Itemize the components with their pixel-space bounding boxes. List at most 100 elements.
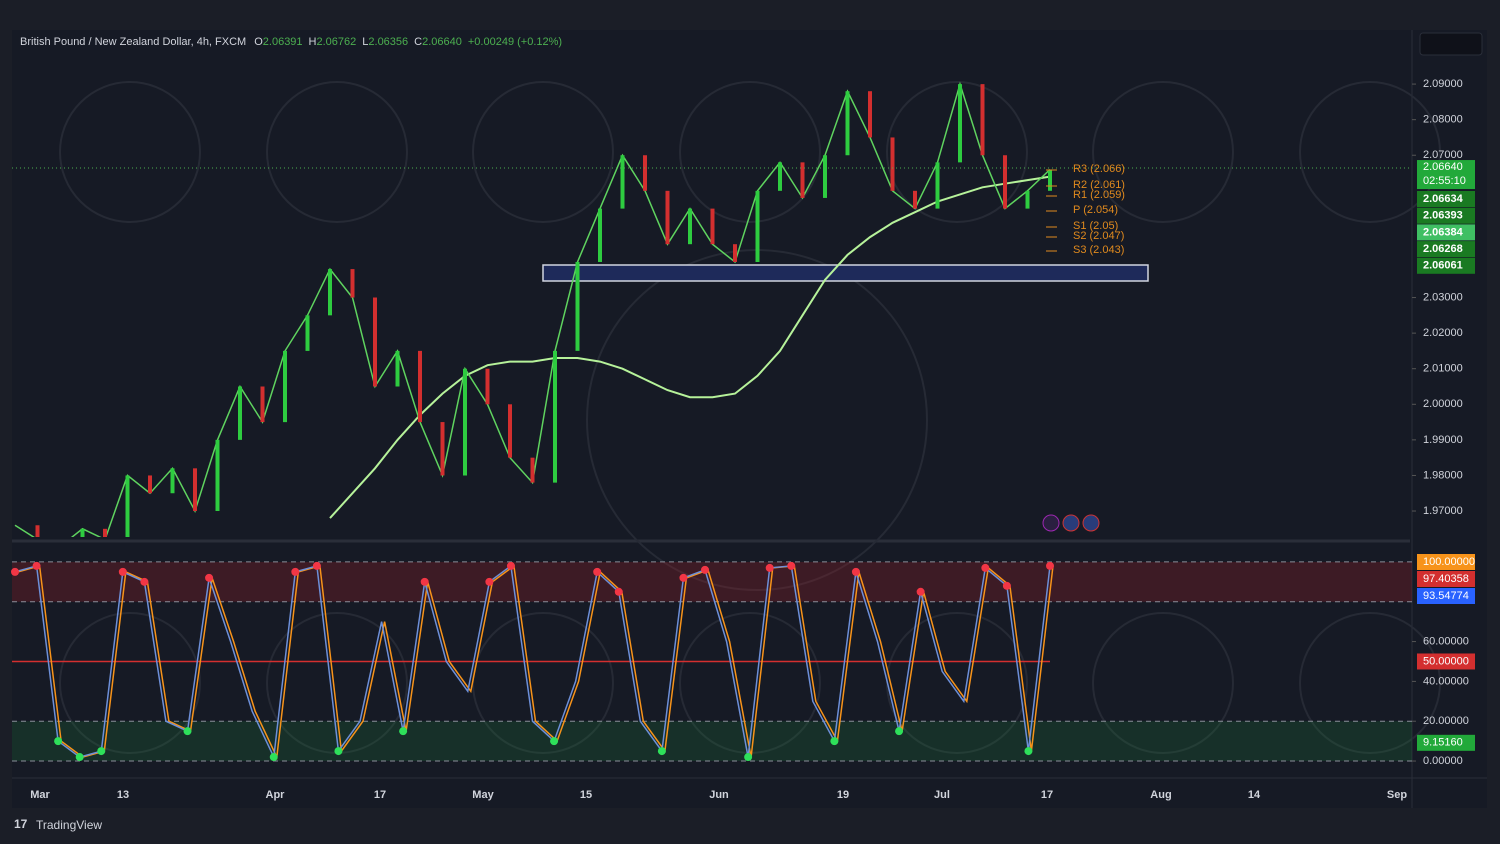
overbought-dot	[485, 577, 494, 586]
change: +0.00249 (+0.12%)	[468, 36, 562, 48]
price-badge-label: 2.06268	[1423, 243, 1463, 255]
time-label: 17	[374, 789, 386, 801]
oversold-band	[12, 721, 1412, 762]
header: British Pound / New Zealand Dollar, 4h, …	[20, 36, 562, 48]
osc-badge-label: 93.54774	[1423, 590, 1469, 602]
price-badge	[1417, 224, 1475, 241]
overbought-dot	[312, 561, 321, 570]
oversold-dot	[744, 753, 753, 762]
footer-brand: TradingView	[36, 818, 102, 832]
osc-last-label: 9.15160	[1423, 737, 1463, 749]
price-badge	[1417, 191, 1475, 207]
pivot-label: S1 (2.05)	[1073, 220, 1118, 232]
pivot-label: S3 (2.043)	[1073, 244, 1124, 256]
overbought-dot	[11, 567, 19, 576]
time-label: Jun	[709, 789, 729, 801]
time-label: Sep	[1387, 789, 1407, 801]
ohlc-label: L	[362, 36, 368, 48]
last-price-label: 2.06640	[1423, 161, 1463, 173]
overbought-dot	[614, 587, 623, 596]
osc-tick-label: 0.00000	[1423, 755, 1463, 767]
chart-area	[12, 30, 1487, 808]
oversold-dot	[97, 747, 106, 756]
price-tick-label: 1.98000	[1423, 469, 1463, 481]
price-tick-label: 1.99000	[1423, 434, 1463, 446]
mid-level-label: 50.00000	[1423, 655, 1469, 667]
price-tick-label: 2.07000	[1423, 149, 1463, 161]
overbought-dot	[593, 567, 602, 576]
overbought-dot	[118, 567, 127, 576]
overbought-dot	[1002, 581, 1011, 590]
time-label: Jul	[934, 789, 950, 801]
price-tick-label: 2.09000	[1423, 78, 1463, 90]
oversold-dot	[334, 747, 343, 756]
time-label: 15	[580, 789, 592, 801]
time-label: Mar	[30, 789, 50, 801]
oversold-dot	[657, 747, 666, 756]
price-badge	[1417, 241, 1475, 258]
osc-badge	[1417, 588, 1475, 604]
osc-tick-label: 60.00000	[1423, 635, 1469, 647]
oversold-dot	[54, 737, 63, 746]
time-label: 19	[837, 789, 849, 801]
osc-badge	[1417, 571, 1475, 587]
time-label: Apr	[266, 789, 286, 801]
osc-last-badge	[1417, 734, 1475, 751]
zone-box	[542, 264, 1149, 282]
price-tick-label: 2.03000	[1423, 291, 1463, 303]
overbought-dot	[916, 587, 925, 596]
overbought-dot	[1046, 561, 1054, 570]
oversold-dot	[1024, 747, 1033, 756]
time-label: 17	[1041, 789, 1053, 801]
price-badge-label: 2.06061	[1423, 260, 1463, 272]
osc-tick-label: 20.00000	[1423, 715, 1469, 727]
osc-badge-label: 97.40358	[1423, 573, 1469, 585]
price-tick-label: 2.02000	[1423, 327, 1463, 339]
ohlc-value: 2.06640	[422, 36, 462, 48]
pivot-label: R1 (2.059)	[1073, 189, 1125, 201]
price-badge-label: 2.06384	[1423, 226, 1464, 238]
ohlc-label: O	[254, 36, 263, 48]
price-line	[14, 81, 1051, 537]
price-badge-label: 2.06393	[1423, 210, 1463, 222]
ohlc-value: 2.06762	[317, 36, 357, 48]
ohlc-value: 2.06391	[263, 36, 303, 48]
overbought-dot	[140, 577, 149, 586]
osc-badge	[1417, 554, 1475, 570]
symbol: British Pound / New Zealand Dollar, 4h, …	[20, 36, 246, 48]
overbought-dot	[981, 563, 990, 572]
overbought-dot	[506, 561, 515, 570]
oversold-dot	[183, 727, 192, 736]
overbought-dot	[701, 565, 709, 574]
time-label: 13	[117, 789, 129, 801]
time-label: May	[472, 789, 494, 801]
overbought-dot	[205, 573, 214, 582]
overbought-dot	[291, 567, 300, 576]
osc-tick-label: 40.00000	[1423, 675, 1469, 687]
price-badge	[1417, 207, 1475, 224]
price-tick-label: 2.00000	[1423, 398, 1463, 410]
pivot-label: P (2.054)	[1073, 204, 1118, 216]
ohlc-value: 2.06356	[368, 36, 408, 48]
oversold-dot	[895, 727, 904, 736]
price-badge	[1417, 257, 1475, 274]
price-tick-label: 2.08000	[1423, 114, 1463, 126]
ohlc-label: H	[309, 36, 317, 48]
event-icons[interactable]	[1042, 514, 1100, 532]
button[interactable]	[1419, 32, 1483, 56]
overbought-dot	[420, 577, 429, 586]
oversold-dot	[269, 753, 278, 762]
pivot-label: S2 (2.047)	[1073, 230, 1124, 242]
overbought-dot	[679, 573, 688, 582]
ohlc-label: C	[414, 36, 422, 48]
price-badge-label: 2.06634	[1423, 193, 1464, 205]
oversold-dot	[75, 753, 84, 762]
pivot-label: R3 (2.066)	[1073, 163, 1125, 175]
mid-level-badge	[1417, 653, 1475, 670]
oversold-dot	[399, 727, 408, 736]
overbought-dot	[765, 563, 774, 572]
logo-mark: 17	[14, 817, 28, 831]
time-label: Aug	[1150, 789, 1171, 801]
slow-ma-line	[329, 175, 1051, 519]
